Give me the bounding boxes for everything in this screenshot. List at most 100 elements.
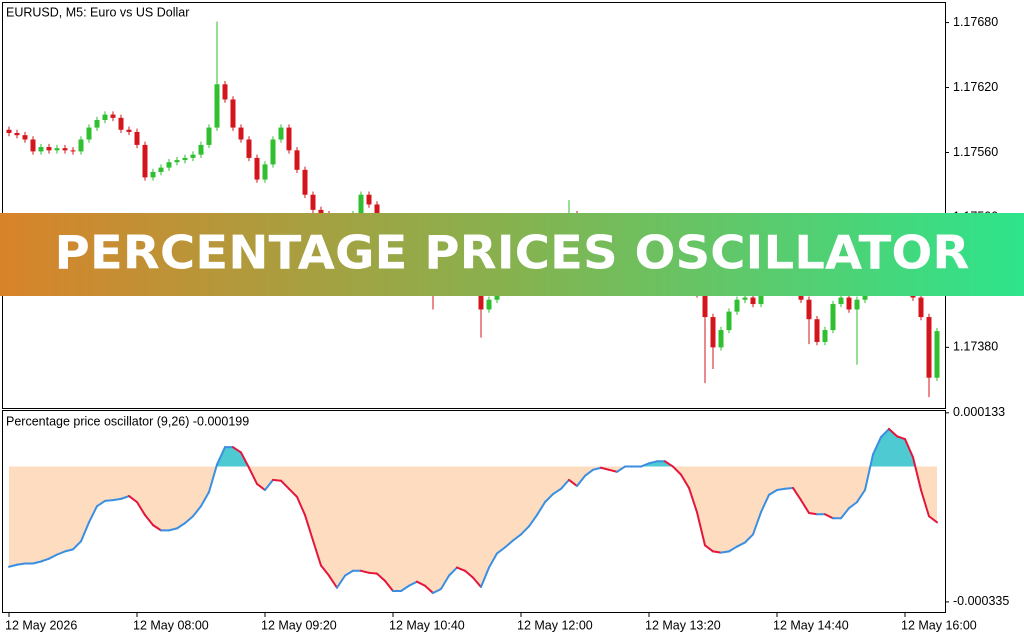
oscillator-segment: [896, 435, 906, 441]
oscillator-segment: [880, 427, 890, 439]
oscillator-segment: [568, 478, 578, 487]
area-above: [9, 428, 937, 467]
candle-body: [230, 99, 236, 128]
y-tick-label: 1.17680: [953, 15, 998, 29]
oscillator-segment: [664, 460, 674, 468]
oscillator-segment: [368, 571, 378, 575]
oscillator-segment: [552, 487, 562, 496]
oscillator-title: Percentage price oscillator (9,26) -0.00…: [6, 414, 249, 428]
oscillator-segment: [344, 569, 354, 577]
candle-body: [222, 84, 228, 100]
candle-body: [310, 194, 316, 210]
candle-body: [14, 133, 20, 136]
oscillator-segment: [336, 574, 346, 589]
candle-body: [158, 167, 164, 172]
candle-body: [198, 144, 204, 155]
oscillator-segment: [176, 522, 186, 530]
oscillator-segment: [424, 584, 434, 595]
candle-body: [46, 147, 52, 151]
candle-body: [262, 164, 268, 180]
oscillator-segment: [152, 524, 162, 532]
candle-body: [366, 194, 372, 205]
candle-body: [814, 319, 820, 342]
oscillator-segment: [576, 474, 586, 487]
x-tick-label: 12 May 12:00: [517, 618, 593, 632]
oscillator-segment: [80, 521, 90, 543]
oscillator-segment: [616, 465, 626, 473]
oscillator-segment: [888, 427, 898, 438]
oscillator-segment: [32, 560, 42, 565]
oscillator-segment: [136, 501, 146, 517]
oscillator-segment: [912, 456, 922, 491]
candle-body: [270, 139, 276, 165]
oscillator-segment: [304, 514, 314, 542]
candle-body: [70, 150, 76, 152]
y-tick-label: 1.17380: [953, 340, 998, 354]
candle-body: [806, 299, 812, 320]
oscillator-segment: [464, 569, 474, 579]
oscillator-segment: [760, 493, 770, 514]
oscillator-segment: [512, 533, 522, 542]
oscillator-segment: [64, 548, 74, 553]
oscillator-segment: [504, 539, 514, 549]
candle-body: [102, 114, 108, 121]
oscillator-segment: [592, 466, 602, 471]
oscillator-segment: [200, 491, 210, 508]
candle-body: [750, 297, 756, 305]
oscillator-segment: [488, 552, 498, 569]
candle-body: [854, 299, 860, 310]
candle-body: [710, 317, 716, 348]
candle-body: [822, 330, 828, 342]
candle-body: [742, 297, 748, 300]
oscillator-segment: [640, 462, 650, 468]
oscillator-segment: [808, 512, 818, 516]
oscillator-segment: [648, 460, 658, 465]
candle-body: [110, 114, 116, 118]
candle-body: [150, 171, 156, 178]
candle-body: [702, 294, 708, 318]
chart-title: EURUSD, M5: Euro vs US Dollar: [6, 5, 189, 19]
oscillator-segment: [296, 495, 306, 517]
oscillator-segment: [232, 446, 242, 454]
candle-body: [726, 311, 732, 331]
candle-body: [166, 162, 172, 168]
candle-body: [190, 154, 196, 158]
candle-body: [358, 194, 364, 215]
oscillator-segment: [776, 487, 786, 491]
oscillator-segment: [688, 486, 698, 514]
oscillator-segment: [736, 541, 746, 548]
oscillator-panel-frame: [2, 410, 946, 613]
oscillator-segment: [848, 501, 858, 510]
area-below: [9, 466, 937, 594]
oscillator-segment: [544, 493, 554, 504]
oscillator-segment: [360, 569, 370, 574]
oscillator-segment: [328, 574, 338, 589]
oscillator-segment: [456, 566, 466, 572]
oscillator-segment: [256, 482, 266, 491]
candle-body: [30, 139, 36, 152]
oscillator-segment: [72, 540, 82, 551]
banner-title: PERCENTAGE PRICES OSCILLATOR: [55, 226, 970, 280]
candle-body: [22, 135, 28, 140]
oscillator-segment: [320, 564, 330, 577]
oscillator-segment: [928, 515, 938, 524]
oscillator-segment: [904, 438, 914, 459]
candle-body: [718, 330, 724, 348]
oscillator-segment: [768, 488, 778, 496]
oscillator-segment: [440, 574, 450, 590]
candle-body: [934, 331, 940, 378]
oscillator-segment: [720, 550, 730, 554]
x-tick-label: 12 May 13:20: [645, 618, 721, 632]
oscillator-segment: [272, 478, 282, 482]
candle-body: [486, 299, 492, 310]
oscillator-segment: [696, 511, 706, 547]
candle-body: [206, 127, 212, 145]
oscillator-segment: [528, 514, 538, 528]
candle-body: [62, 148, 68, 151]
plot-layer: 1.176801.176201.175601.175001.173800.000…: [5, 15, 1009, 632]
oscillator-segment: [376, 572, 386, 582]
candle-body: [846, 297, 852, 310]
oscillator-segment: [408, 580, 418, 587]
